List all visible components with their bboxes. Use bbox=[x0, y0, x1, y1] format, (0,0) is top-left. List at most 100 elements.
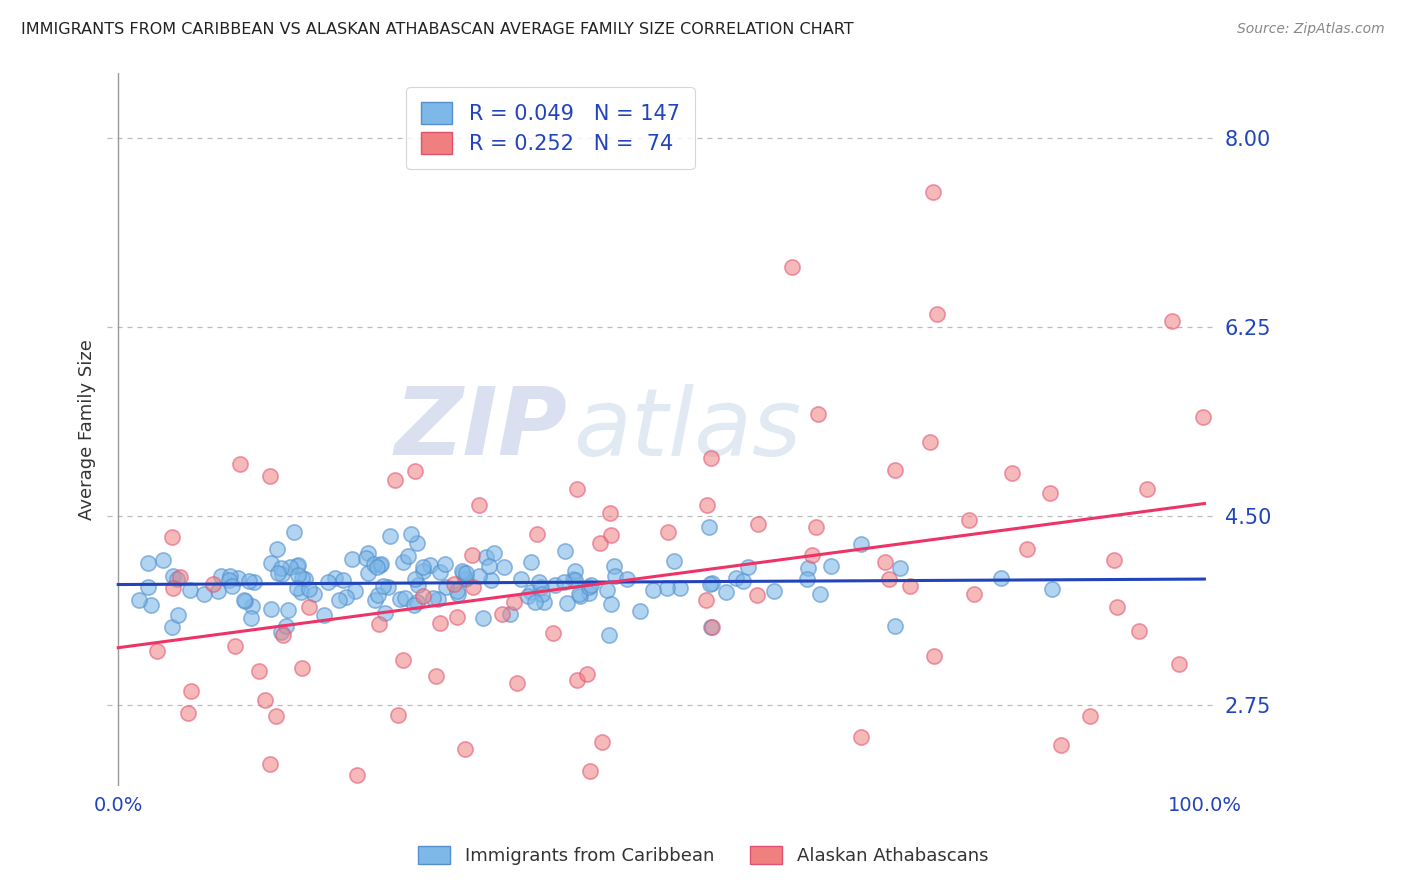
Point bbox=[270, 625, 292, 640]
Point bbox=[253, 692, 276, 706]
Point bbox=[543, 578, 565, 592]
Point bbox=[278, 560, 301, 574]
Point bbox=[747, 516, 769, 531]
Point bbox=[657, 525, 679, 540]
Point bbox=[354, 551, 377, 566]
Point bbox=[603, 569, 626, 583]
Point bbox=[506, 676, 529, 690]
Point bbox=[298, 600, 321, 615]
Point bbox=[404, 598, 426, 612]
Point bbox=[128, 593, 150, 607]
Point bbox=[499, 607, 522, 622]
Point bbox=[343, 584, 366, 599]
Point bbox=[576, 666, 599, 681]
Point bbox=[1136, 482, 1159, 496]
Point bbox=[221, 579, 243, 593]
Y-axis label: Average Family Size: Average Family Size bbox=[79, 339, 96, 520]
Point bbox=[568, 587, 591, 601]
Point bbox=[564, 564, 586, 578]
Point bbox=[377, 580, 399, 594]
Point bbox=[737, 559, 759, 574]
Point bbox=[446, 584, 468, 599]
Point bbox=[340, 552, 363, 566]
Point bbox=[138, 580, 160, 594]
Point bbox=[990, 571, 1012, 585]
Point bbox=[564, 573, 586, 587]
Point bbox=[454, 570, 477, 584]
Point bbox=[579, 764, 602, 779]
Point bbox=[527, 574, 550, 589]
Point bbox=[136, 557, 159, 571]
Point bbox=[218, 574, 240, 588]
Point bbox=[193, 587, 215, 601]
Point bbox=[463, 580, 485, 594]
Point bbox=[328, 593, 350, 607]
Point bbox=[569, 589, 592, 603]
Point bbox=[700, 619, 723, 633]
Point bbox=[247, 664, 270, 678]
Point bbox=[287, 558, 309, 572]
Point bbox=[180, 684, 202, 698]
Point bbox=[233, 592, 256, 607]
Point bbox=[412, 565, 434, 579]
Point bbox=[526, 527, 548, 541]
Point bbox=[312, 607, 335, 622]
Text: Source: ZipAtlas.com: Source: ZipAtlas.com bbox=[1237, 22, 1385, 37]
Point bbox=[616, 572, 638, 586]
Point bbox=[332, 573, 354, 587]
Point bbox=[578, 580, 600, 594]
Point bbox=[700, 576, 723, 591]
Point bbox=[1168, 657, 1191, 671]
Point bbox=[267, 566, 290, 581]
Text: IMMIGRANTS FROM CARIBBEAN VS ALASKAN ATHABASCAN AVERAGE FAMILY SIZE CORRELATION : IMMIGRANTS FROM CARIBBEAN VS ALASKAN ATH… bbox=[21, 22, 853, 37]
Point bbox=[543, 626, 565, 640]
Point bbox=[396, 549, 419, 563]
Point bbox=[517, 589, 540, 603]
Point bbox=[664, 554, 686, 568]
Point bbox=[426, 592, 449, 607]
Point bbox=[422, 591, 444, 606]
Point bbox=[229, 457, 252, 471]
Point bbox=[162, 569, 184, 583]
Point bbox=[553, 575, 575, 590]
Point bbox=[447, 587, 470, 601]
Point bbox=[567, 673, 589, 687]
Point bbox=[696, 498, 718, 512]
Point bbox=[598, 628, 620, 642]
Point bbox=[600, 597, 623, 611]
Point bbox=[429, 615, 451, 630]
Point bbox=[849, 731, 872, 745]
Point bbox=[1078, 709, 1101, 723]
Point bbox=[259, 757, 281, 772]
Point bbox=[561, 572, 583, 586]
Point bbox=[603, 559, 626, 574]
Point bbox=[294, 572, 316, 586]
Point bbox=[1038, 486, 1060, 500]
Point bbox=[873, 555, 896, 569]
Point bbox=[240, 599, 263, 613]
Point bbox=[1049, 739, 1071, 753]
Point bbox=[657, 581, 679, 595]
Text: ZIP: ZIP bbox=[394, 384, 567, 475]
Point bbox=[219, 569, 242, 583]
Point bbox=[391, 653, 413, 667]
Point bbox=[733, 574, 755, 589]
Point bbox=[554, 543, 576, 558]
Point bbox=[533, 595, 555, 609]
Point bbox=[796, 572, 818, 586]
Point bbox=[520, 584, 543, 599]
Point bbox=[724, 571, 747, 585]
Point bbox=[152, 552, 174, 566]
Point bbox=[699, 577, 721, 591]
Point bbox=[494, 559, 516, 574]
Point bbox=[478, 559, 501, 574]
Point bbox=[520, 555, 543, 569]
Point bbox=[276, 619, 298, 633]
Point bbox=[700, 620, 723, 634]
Point bbox=[346, 768, 368, 782]
Point bbox=[335, 591, 357, 605]
Point bbox=[394, 591, 416, 605]
Point bbox=[921, 185, 943, 199]
Point bbox=[596, 583, 619, 598]
Point bbox=[425, 669, 447, 683]
